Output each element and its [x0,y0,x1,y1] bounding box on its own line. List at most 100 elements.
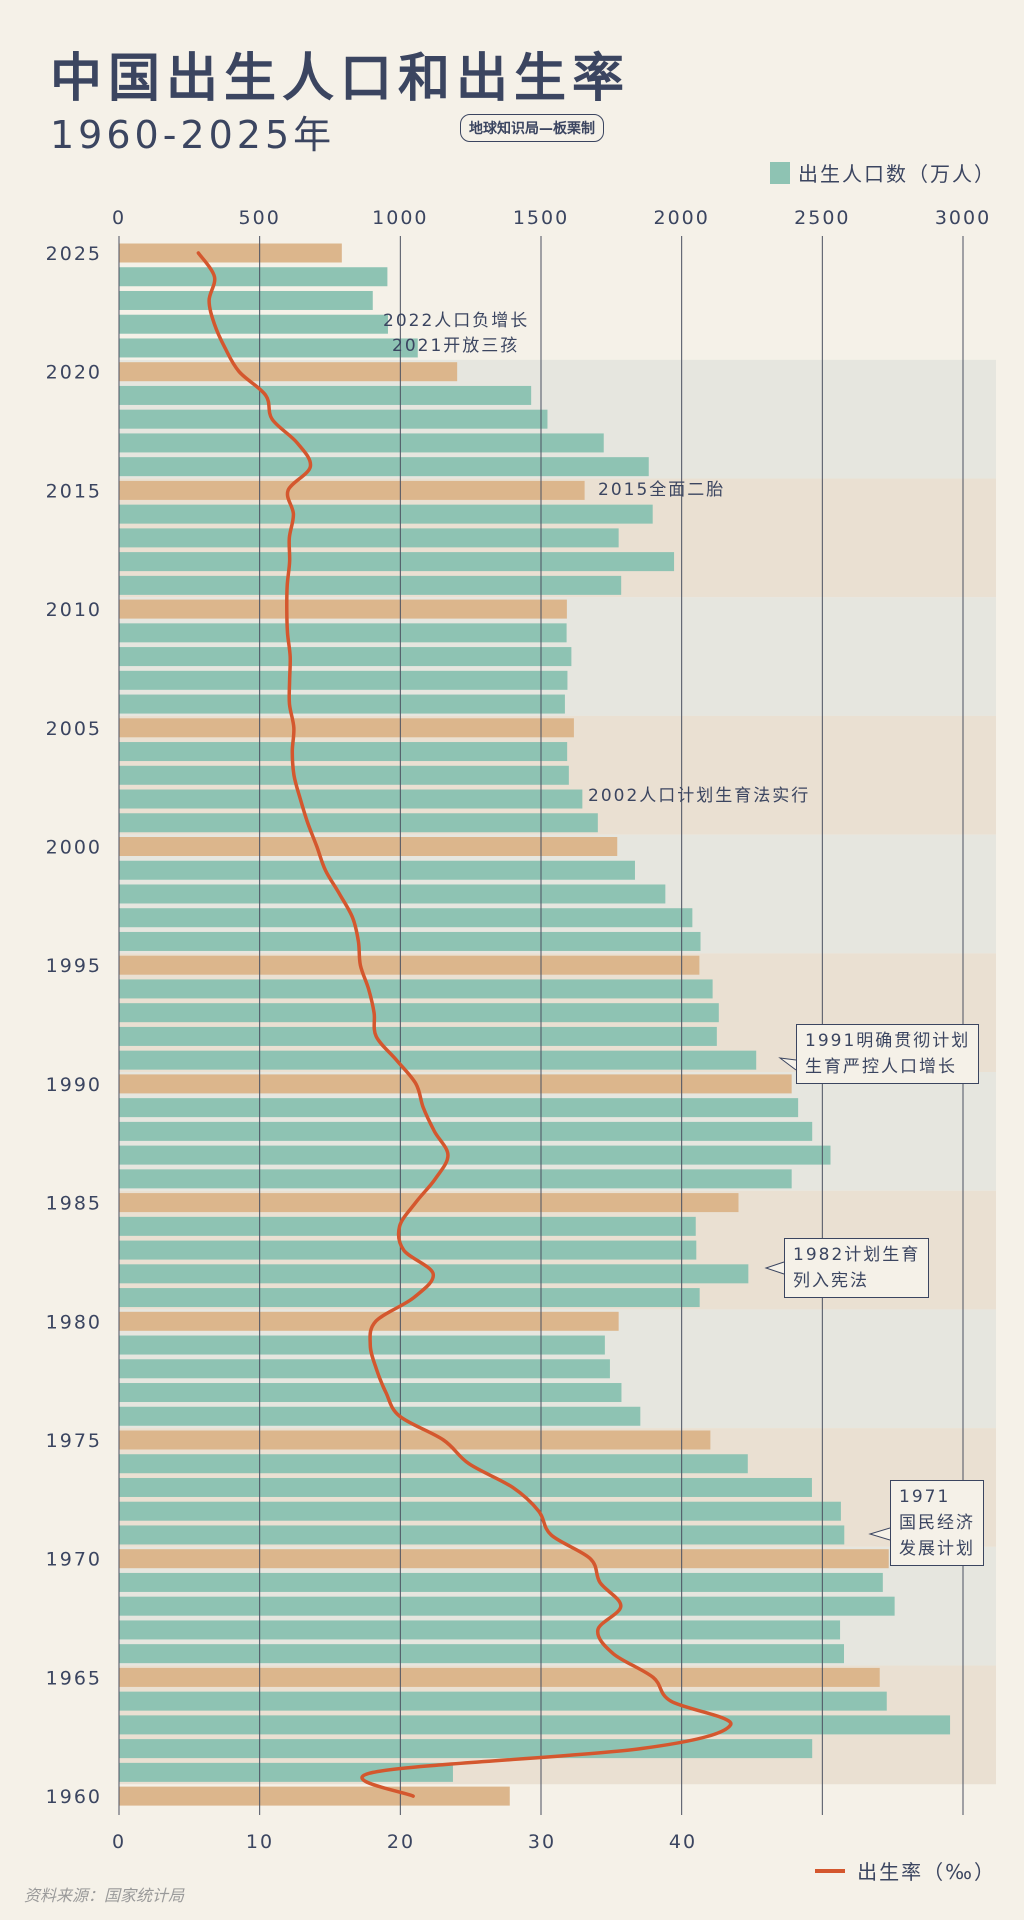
bar-2012 [119,552,675,572]
bar-2010 [119,599,567,619]
bar-1966 [119,1644,844,1664]
bottom-tick-label: 10 [246,1831,274,1853]
bar-1996 [119,931,701,951]
annotation-2022: 2022人口负增长 [383,311,530,331]
bar-2015 [119,480,585,500]
top-tick-label: 2000 [653,207,709,229]
bar-1977 [119,1383,622,1403]
legend-births-label: 出生人口数（万人） [798,162,996,186]
bottom-tick-label: 20 [387,1831,415,1853]
annotation-1991-line1: 1991明确贯彻计划 [805,1031,971,1051]
bar-2007 [119,670,568,690]
bar-1961 [119,1762,453,1782]
year-label: 2010 [46,599,102,621]
bar-2013 [119,528,619,548]
year-label: 2015 [46,480,102,502]
legend-rate: 出生率（‰） [815,1856,996,1885]
bar-1995 [119,955,700,975]
bar-1970 [119,1549,889,1569]
bar-1999 [119,860,635,880]
top-tick-label: 3000 [935,207,991,229]
bar-2018 [119,409,548,429]
top-tick-label: 500 [239,207,281,229]
bar-2009 [119,623,567,643]
bar-1998 [119,884,666,904]
bar-1989 [119,1098,799,1118]
top-tick-label: 1000 [372,207,428,229]
callout-pointer-1982 [764,1261,785,1275]
bar-2005 [119,718,574,738]
bar-2003 [119,765,569,785]
year-label: 1975 [46,1430,102,1452]
annotation-2002: 2002人口计划生育法实行 [588,786,811,806]
bar-2016 [119,457,649,477]
birth-rate-line [196,251,733,1798]
year-label: 2020 [46,362,102,384]
annotation-1991: 1991明确贯彻计划 生育严控人口增长 [796,1024,980,1084]
bar-1981 [119,1288,700,1308]
bar-1979 [119,1335,605,1355]
year-label: 1965 [46,1667,102,1689]
annotation-1982: 1982计划生育 列入宪法 [784,1238,930,1298]
top-tick-label: 2500 [794,207,850,229]
bar-1969 [119,1572,883,1592]
bar-2024 [119,267,388,287]
bar-2021 [119,338,418,358]
bar-2000 [119,837,618,856]
year-label: 1970 [46,1549,102,1571]
annotation-1991-line2: 生育严控人口增长 [805,1057,957,1077]
year-label: 1995 [46,955,102,977]
annotation-1971-line1: 1971 [899,1487,951,1507]
bar-1971 [119,1525,845,1545]
annotation-2015: 2015全面二胎 [598,480,726,500]
year-label: 2000 [46,837,102,859]
bar-1973 [119,1477,812,1497]
bar-1994 [119,979,713,999]
bar-1968 [119,1596,895,1616]
bar-2025 [119,243,342,263]
bar-1987 [119,1145,831,1165]
annotation-1982-line2: 列入宪法 [793,1271,869,1291]
bar-1991 [119,1050,757,1070]
legend-births: 出生人口数（万人） [770,158,996,187]
credit-badge: 地球知识局—板栗制 [460,114,604,142]
bar-1976 [119,1406,641,1426]
callout-pointer-1971 [868,1527,891,1541]
bar-1967 [119,1620,841,1640]
bar-2020 [119,362,458,382]
bar-1990 [119,1074,792,1094]
source-note: 资料来源：国家统计局 [24,1886,185,1905]
year-label: 1980 [46,1311,102,1333]
bottom-tick-label: 0 [112,1831,126,1853]
bar-2008 [119,647,572,667]
bar-1984 [119,1216,696,1236]
annotation-2021: 2021开放三孩 [392,336,520,356]
top-tick-label: 1500 [513,207,569,229]
legend-line-swatch [815,1868,846,1873]
chart-title: 中国出生人口和出生率 [50,49,631,109]
bar-1985 [119,1193,739,1213]
legend-bar-swatch [770,161,790,184]
bar-2006 [119,694,565,714]
bar-2001 [119,813,598,833]
bar-1960 [119,1786,510,1806]
bar-1983 [119,1240,697,1260]
bar-2023 [119,290,373,310]
bar-1986 [119,1169,792,1189]
bar-2022 [119,314,388,334]
bar-1962 [119,1739,813,1759]
annotation-1971-line3: 发展计划 [899,1539,975,1559]
bottom-tick-label: 40 [669,1831,697,1853]
bar-1974 [119,1454,748,1474]
bar-2017 [119,433,604,453]
bar-2011 [119,575,622,595]
bottom-tick-label: 30 [528,1831,556,1853]
year-label: 2005 [46,718,102,740]
bar-1975 [119,1430,711,1450]
chart-subtitle: 1960-2025年 [50,113,336,157]
bar-1980 [119,1311,619,1331]
bar-1965 [119,1667,880,1687]
annotation-1971-line2: 国民经济 [899,1513,975,1533]
bar-1993 [119,1003,719,1023]
bar-1992 [119,1026,717,1046]
